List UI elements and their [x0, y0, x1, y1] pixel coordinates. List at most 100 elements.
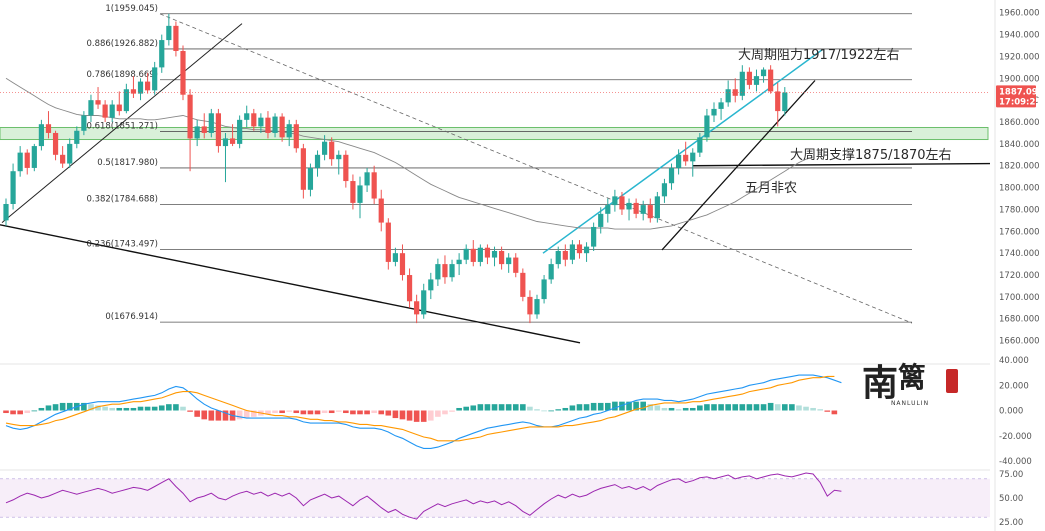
macd-histogram-bar: [286, 410, 292, 412]
candle-body: [399, 253, 406, 276]
fib-level-label: 0.382(1784.688): [86, 194, 158, 204]
candle-body: [95, 100, 101, 105]
macd-histogram-bar: [555, 409, 562, 411]
candle-body: [244, 113, 250, 120]
macd-histogram-bar: [428, 410, 434, 421]
macd-histogram-bar: [406, 410, 413, 421]
price-tick-label: 1660.000: [999, 337, 1040, 347]
macd-histogram-bar: [364, 410, 370, 415]
macd-histogram-bar: [385, 410, 392, 416]
candle-body: [222, 138, 229, 147]
macd-histogram-bar: [371, 410, 377, 414]
macd-histogram-bar: [52, 404, 59, 411]
candle-body: [647, 205, 653, 219]
resistance-annotation: 大周期阻力1917/1922左右: [738, 48, 900, 63]
macd-histogram-bar: [272, 410, 278, 414]
price-tick-label: 1960.000: [999, 9, 1040, 19]
candle-body: [336, 154, 342, 160]
macd-histogram-bar: [343, 410, 349, 414]
fib-level-label: 0(1676.914): [105, 312, 158, 322]
macd-histogram-bar: [597, 402, 604, 411]
candle-body: [541, 279, 547, 300]
candle-body: [760, 69, 767, 77]
candle-body: [3, 203, 9, 221]
price-tick-label: 1940.000: [999, 31, 1040, 41]
candle-body: [137, 81, 144, 94]
dashed-downtrend-line: [159, 13, 913, 324]
rsi-tick-label: 75.00: [999, 470, 1023, 480]
macd-histogram-bar: [357, 410, 363, 415]
candle-body: [753, 76, 760, 85]
macd-histogram-bar: [817, 409, 823, 411]
candle-body: [463, 248, 469, 260]
candle-body: [286, 124, 292, 138]
macd-histogram-bar: [236, 410, 243, 420]
macd-histogram-bar: [789, 404, 795, 411]
macd-histogram-bar: [491, 404, 498, 411]
macd-histogram-bar: [208, 410, 215, 421]
candle-body: [612, 196, 618, 206]
candle-body: [123, 89, 129, 112]
macd-histogram-bar: [583, 404, 590, 411]
macd-histogram-bar: [194, 410, 200, 417]
macd-histogram-bar: [767, 402, 774, 411]
macd-histogram-bar: [562, 407, 569, 411]
candle-body: [661, 183, 668, 197]
macd-histogram-bar: [640, 401, 646, 411]
fib-level-label: 1(1959.045): [105, 4, 158, 14]
candle-body: [67, 143, 73, 164]
candle-body: [102, 104, 108, 118]
candle-body: [215, 113, 221, 147]
fib-level-label: 0.618(1851.271): [86, 122, 158, 132]
candle-body: [548, 264, 554, 280]
macd-histogram-bar: [335, 410, 342, 412]
candle-body: [768, 69, 774, 92]
candle-body: [591, 226, 597, 247]
candle-body: [470, 248, 476, 262]
candle-body: [449, 264, 455, 278]
candle-body: [130, 89, 137, 94]
candle-body: [654, 196, 660, 219]
watermark-logo: 南篱 NANLULIN: [862, 361, 958, 407]
macd-histogram-bar: [512, 404, 519, 411]
rsi-tick-label: 50.00: [999, 494, 1023, 504]
macd-histogram-bar: [619, 401, 625, 411]
macd-histogram-bar: [251, 410, 257, 417]
price-tick-label: 1900.000: [999, 74, 1040, 84]
macd-histogram-bar: [612, 401, 618, 411]
fib-level-label: 0.886(1926.882): [86, 39, 158, 49]
candle-body: [633, 202, 639, 214]
macd-histogram-bar: [102, 406, 108, 411]
candle-body: [265, 117, 271, 133]
macd-histogram-bar: [442, 410, 448, 415]
candle-body: [520, 272, 526, 297]
macd-histogram-bar: [753, 404, 760, 411]
macd-histogram-bar: [725, 404, 731, 411]
candle-body: [329, 141, 335, 160]
long-downtrend-line: [0, 224, 581, 344]
price-tick-label: 1860.000: [999, 118, 1040, 128]
candle-body: [704, 115, 710, 138]
macd-histogram-bar: [760, 404, 767, 411]
macd-histogram-bar: [123, 407, 130, 411]
candle-body: [229, 138, 236, 144]
macd-histogram-bar: [569, 405, 576, 411]
price-panel: 1(1959.045) 0.886(1926.882) 0.786(1898.669…: [0, 4, 991, 471]
candle-body: [668, 167, 675, 184]
fib-level-label: 0.786(1898.669): [86, 70, 158, 80]
support-annotation: 大周期支撑1875/1870左右: [790, 148, 952, 163]
current-price-value: 1887.090: [999, 87, 1044, 97]
candle-body: [555, 250, 561, 265]
macd-histogram-bar: [470, 405, 477, 411]
candle-body: [378, 198, 384, 223]
candle-body: [45, 124, 52, 133]
macd-histogram-bar: [746, 404, 753, 411]
macd-histogram-bar: [31, 410, 38, 412]
fib-level-label: 0.236(1743.497): [86, 239, 158, 249]
price-tick-label: 1840.000: [999, 140, 1040, 150]
logo-char-1: 南: [862, 362, 898, 404]
candle-body: [38, 124, 44, 147]
candle-body: [364, 172, 370, 186]
candle-body: [17, 152, 23, 172]
